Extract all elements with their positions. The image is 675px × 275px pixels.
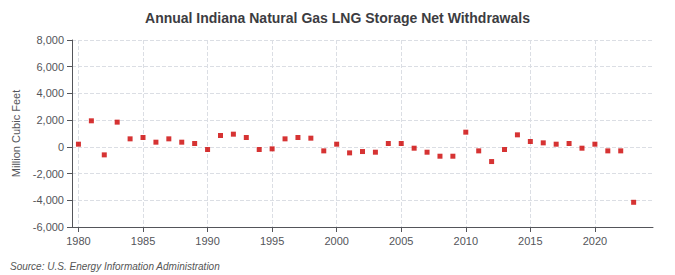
svg-text:4,000: 4,000 <box>36 87 64 99</box>
svg-text:Million Cubic Feet: Million Cubic Feet <box>10 90 22 177</box>
svg-text:Source: U.S. Energy Informatio: Source: U.S. Energy Information Administ… <box>10 261 220 272</box>
svg-text:2010: 2010 <box>454 235 478 247</box>
svg-text:1985: 1985 <box>131 235 155 247</box>
svg-text:1990: 1990 <box>195 235 219 247</box>
svg-text:8,000: 8,000 <box>36 34 64 46</box>
svg-text:2020: 2020 <box>583 235 607 247</box>
svg-text:Annual Indiana Natural Gas LNG: Annual Indiana Natural Gas LNG Storage N… <box>145 10 530 26</box>
svg-text:6,000: 6,000 <box>36 61 64 73</box>
svg-text:2000: 2000 <box>324 235 348 247</box>
svg-text:-4,000: -4,000 <box>33 194 64 206</box>
svg-text:1995: 1995 <box>260 235 284 247</box>
svg-text:2015: 2015 <box>518 235 542 247</box>
svg-text:-6,000: -6,000 <box>33 221 64 233</box>
svg-text:1980: 1980 <box>66 235 90 247</box>
svg-text:0: 0 <box>58 141 64 153</box>
svg-text:2005: 2005 <box>389 235 413 247</box>
svg-text:-2,000: -2,000 <box>33 168 64 180</box>
svg-text:2,000: 2,000 <box>36 114 64 126</box>
